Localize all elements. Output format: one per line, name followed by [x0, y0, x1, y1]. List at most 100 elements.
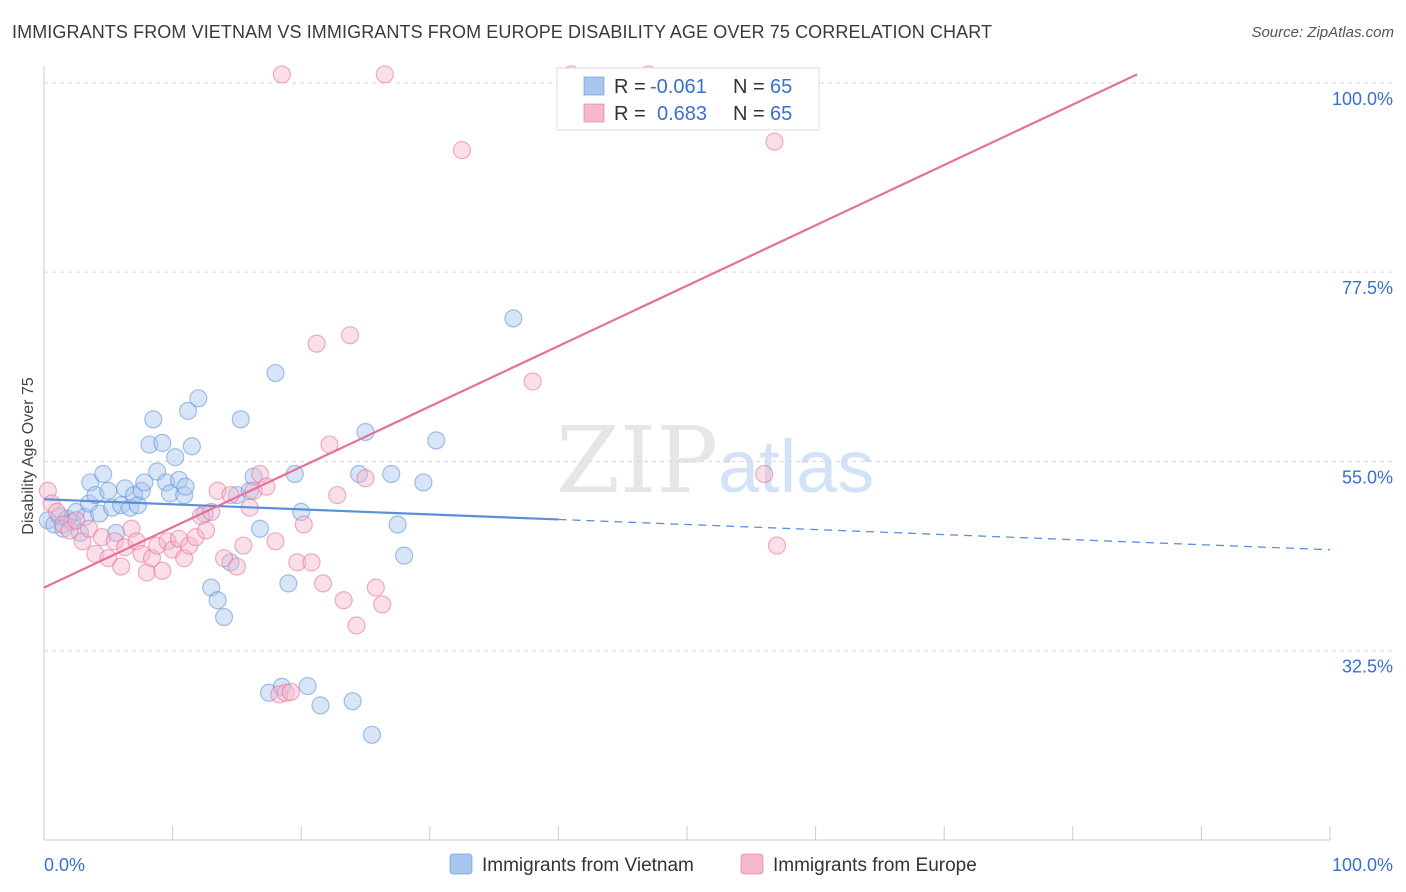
point-europe — [755, 464, 774, 484]
point-vietnam — [504, 309, 523, 328]
trend-lines — [43, 73, 1331, 589]
point-europe — [523, 372, 542, 391]
point-vietnam — [189, 389, 208, 408]
source-label: Source: ZipAtlas.com — [1251, 24, 1394, 41]
point-vietnam — [388, 515, 407, 534]
watermark-atlas: atlas — [718, 425, 874, 508]
point-vietnam — [99, 481, 118, 500]
legend-r-value-europe: 0.683 — [657, 103, 707, 125]
point-europe — [79, 519, 99, 538]
point-europe — [767, 536, 787, 555]
point-vietnam — [214, 607, 234, 627]
point-vietnam — [427, 431, 446, 450]
point-vietnam — [250, 519, 270, 538]
point-vietnam — [135, 473, 154, 492]
legend-r-label-europe: R = — [614, 103, 646, 125]
point-europe — [270, 685, 289, 704]
x-tick-label-min: 0.0% — [44, 855, 85, 875]
point-vietnam — [54, 519, 73, 538]
point-vietnam — [178, 401, 198, 421]
point-vietnam — [128, 496, 147, 515]
point-europe — [214, 549, 234, 568]
legend-n-label-europe: N = — [733, 103, 765, 125]
point-vietnam — [356, 422, 375, 442]
point-europe — [328, 485, 347, 505]
legend-n-value-europe: 65 — [770, 103, 792, 125]
point-europe — [307, 334, 326, 353]
point-vietnam — [266, 363, 285, 383]
point-vietnam — [176, 477, 195, 496]
y-tick-label: 55.0% — [1342, 467, 1393, 487]
chart-title: IMMIGRANTS FROM VIETNAM VS IMMIGRANTS FR… — [12, 22, 993, 42]
x-ticks — [43, 826, 1331, 840]
point-vietnam — [382, 464, 401, 484]
point-vietnam — [94, 464, 113, 484]
point-europe — [60, 521, 79, 540]
point-europe — [375, 65, 394, 84]
point-vietnam — [343, 692, 362, 711]
y-tick-label: 100.0% — [1332, 89, 1393, 109]
bottom-legend-label-europe: Immigrants from Europe — [773, 855, 977, 876]
point-europe — [302, 553, 321, 572]
point-europe — [366, 578, 385, 597]
point-europe — [227, 557, 246, 576]
point-europe — [294, 515, 313, 534]
point-vietnam — [414, 473, 433, 492]
y-axis-label: Disability Age Over 75 — [20, 377, 37, 535]
point-vietnam — [394, 546, 414, 565]
legend-swatch-vietnam — [583, 76, 605, 96]
point-europe — [112, 557, 131, 576]
y-tick-label: 77.5% — [1342, 278, 1393, 298]
point-europe — [281, 682, 301, 702]
trendline-vietnam-solid — [43, 498, 559, 521]
x-tick-label-max: 100.0% — [1332, 855, 1393, 875]
legend-r-label-vietnam: R = — [614, 76, 646, 98]
point-vietnam — [311, 696, 330, 715]
point-vietnam — [182, 437, 201, 456]
point-europe — [347, 616, 366, 635]
series-europe-points — [38, 65, 787, 704]
point-europe — [356, 469, 375, 488]
point-europe — [334, 591, 353, 610]
point-vietnam — [231, 410, 250, 429]
point-europe — [67, 511, 86, 530]
point-europe — [105, 532, 124, 551]
point-vietnam — [144, 410, 163, 429]
legend-swatch-europe — [583, 103, 605, 123]
point-europe — [452, 141, 472, 160]
point-europe — [272, 65, 292, 84]
stats-legend: R = -0.061 N = 65 R = 0.683 N = 65 — [556, 67, 820, 131]
point-europe — [276, 683, 295, 702]
trendline-vietnam-dashed — [558, 518, 1331, 551]
point-vietnam — [160, 484, 180, 503]
point-europe — [266, 532, 285, 551]
trendline-europe — [43, 73, 1138, 589]
point-europe — [153, 561, 172, 580]
point-europe — [132, 544, 151, 564]
watermark-zip: ZIP — [556, 407, 718, 514]
point-vietnam — [298, 676, 317, 696]
point-europe — [137, 563, 156, 582]
legend-n-value-vietnam: 65 — [770, 76, 792, 98]
point-europe — [313, 574, 333, 593]
watermark: ZIP atlas — [556, 407, 874, 514]
point-vietnam — [362, 725, 382, 744]
series-legend: Immigrants from Vietnam Immigrants from … — [449, 853, 977, 876]
point-europe — [234, 536, 253, 555]
point-vietnam — [166, 448, 185, 467]
bottom-legend-label-vietnam: Immigrants from Vietnam — [482, 855, 694, 876]
point-europe — [373, 595, 392, 614]
bottom-legend-swatch-europe — [740, 853, 764, 875]
legend-r-value-vietnam: -0.061 — [650, 76, 707, 98]
point-europe — [288, 553, 307, 572]
bottom-legend-swatch-vietnam — [449, 853, 473, 875]
point-europe — [196, 521, 216, 540]
series-vietnam-points — [38, 309, 523, 744]
point-europe — [340, 326, 360, 345]
legend-n-label-vietnam: N = — [733, 76, 765, 98]
point-vietnam — [279, 574, 298, 593]
point-europe — [765, 132, 784, 151]
y-tick-labels: 100.0% 77.5% 55.0% 32.5% — [1332, 89, 1393, 677]
gridlines — [44, 82, 1392, 652]
